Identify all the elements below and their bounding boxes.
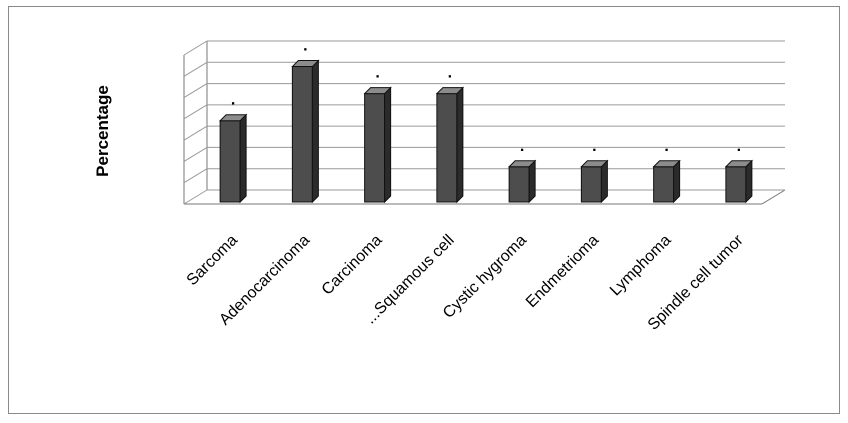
bar-top [652,160,681,168]
category-label: Lymphoma [607,232,675,300]
bar-side [384,86,392,204]
data-label: . [231,92,235,109]
data-label: . [592,138,596,155]
bar-side [239,113,247,204]
bar [725,166,747,203]
chart-frame: ........ Sarcoma Adenocarcinoma Carcinoma.… [8,6,840,414]
gridline-side [183,40,208,56]
data-label: . [664,138,668,155]
bar-top [435,87,465,95]
bar [580,166,602,203]
bar [291,66,313,203]
category-label: Endmetrioma [523,232,602,311]
bar [653,166,675,203]
gridline-side [183,104,208,120]
bar-series: ........ [218,38,754,204]
bar-side [311,59,319,204]
gridline-side [183,147,208,162]
category-label: Carcinoma [319,232,386,299]
bar-top [580,160,609,168]
data-label: . [448,65,452,82]
bar-top [218,114,248,122]
bar-side [528,159,536,204]
gridline-side [183,189,208,205]
bar-side [745,159,753,204]
data-label: . [375,65,379,82]
data-label: . [520,138,524,155]
bar [436,93,458,203]
gridline-side [183,125,208,141]
category-label: Sarcoma [184,232,241,289]
bar [219,120,241,203]
bar-top [724,160,754,168]
bar-side [673,159,681,204]
data-label: . [737,138,741,155]
data-label: . [303,38,307,55]
gridline-side [183,83,208,98]
chart-grid [183,40,786,205]
bar-top [363,87,392,95]
bar [508,166,530,203]
bar-top [291,60,320,68]
gridline-side [183,61,208,77]
bar-top [507,160,537,168]
floor-right-edge [761,189,786,205]
bar [364,93,386,203]
gridline-side [183,168,208,184]
bar-side [456,86,464,204]
bar-side [600,159,608,204]
y-axis-title: Percentage [93,85,112,177]
